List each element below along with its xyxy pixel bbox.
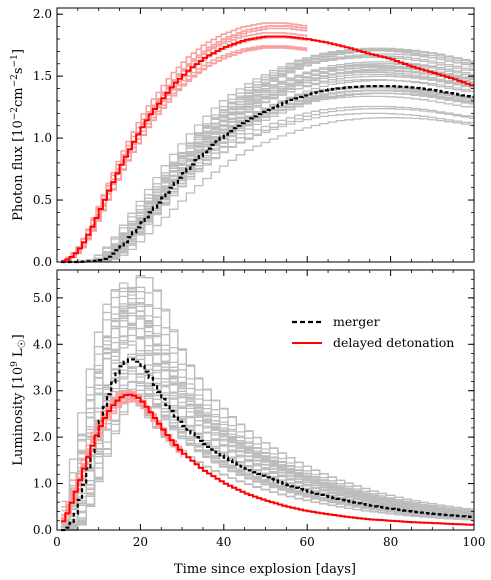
- x-tick-label: 60: [300, 535, 315, 549]
- delayed-detonation-variant-curve: [61, 32, 308, 262]
- y-tick-label: 0.0: [33, 255, 52, 269]
- ensemble-curve: [61, 276, 474, 531]
- x-tick-label: 40: [216, 535, 231, 549]
- y-tick-label: 0.0: [33, 523, 52, 537]
- top-y-ticks: 0.0 0.5 1.0 1.5 2.0: [33, 7, 475, 269]
- delayed-detonation-variant-curve: [61, 25, 308, 263]
- x-tick-label: 100: [463, 535, 486, 549]
- bottom-y-axis-label: Luminosity [109 L☉]: [10, 334, 28, 465]
- bottom-series: [61, 358, 474, 532]
- y-tick-label: 3.0: [33, 384, 52, 398]
- x-tick-label: 0: [53, 535, 61, 549]
- ensemble-curve: [61, 320, 474, 522]
- bottom-x-ticks: 0 20 40 60 80 100: [53, 270, 485, 549]
- ensemble-curve: [61, 318, 474, 531]
- series-merger: [61, 358, 474, 532]
- y-tick-label: 0.5: [33, 193, 52, 207]
- ensemble-curve: [61, 64, 474, 263]
- y-tick-label: 2.0: [33, 430, 52, 444]
- ensemble-curve: [61, 372, 474, 526]
- series-delayed-detonation: [61, 393, 474, 526]
- ensemble-curve: [61, 286, 474, 531]
- y-tick-label: 5.0: [33, 291, 52, 305]
- top-series: [61, 35, 474, 264]
- ensemble-curve: [61, 282, 474, 519]
- top-y-axis-label: Photon flux [10−2cm−2s−1]: [10, 49, 26, 221]
- bottom-panel: 0.0 1.0 2.0 3.0 4.0 5.0 0 20 40 60 80 100 Luminosi…: [10, 269, 485, 577]
- ensemble-curve: [61, 49, 474, 263]
- ensemble-curve: [61, 367, 474, 529]
- top-panel: 0.0 0.5 1.0 1.5 2.0 Photon flux [10−2cm−2s−1…: [10, 7, 475, 269]
- top-model-ensemble: [61, 47, 474, 263]
- y-tick-label: 2.0: [33, 7, 52, 21]
- bottom-y-ticks: 0.0 1.0 2.0 3.0 4.0 5.0: [33, 269, 474, 537]
- y-tick-label: 4.0: [33, 337, 52, 351]
- y-tick-label: 1.0: [33, 477, 52, 491]
- ensemble-curve: [61, 317, 474, 531]
- ensemble-curve: [61, 302, 474, 531]
- x-tick-label: 80: [383, 535, 398, 549]
- ensemble-curve: [61, 334, 474, 531]
- series-merger: [61, 85, 474, 264]
- x-axis-label: Time since explosion [days]: [174, 562, 356, 577]
- x-tick-label: 20: [133, 535, 148, 549]
- y-tick-label: 1.0: [33, 131, 52, 145]
- y-tick-label: 1.5: [33, 69, 52, 83]
- ensemble-curve: [61, 327, 474, 531]
- legend: merger delayed detonation: [292, 314, 454, 350]
- bottom-model-ensemble: [61, 275, 474, 531]
- series-delayed-detonation: [61, 35, 474, 263]
- ensemble-curve: [61, 286, 474, 531]
- legend-delayed-detonation-label: delayed detonation: [333, 335, 454, 350]
- ensemble-curve: [61, 71, 474, 263]
- legend-merger-label: merger: [333, 314, 380, 329]
- delayed-detonation-variant-curve: [61, 27, 308, 263]
